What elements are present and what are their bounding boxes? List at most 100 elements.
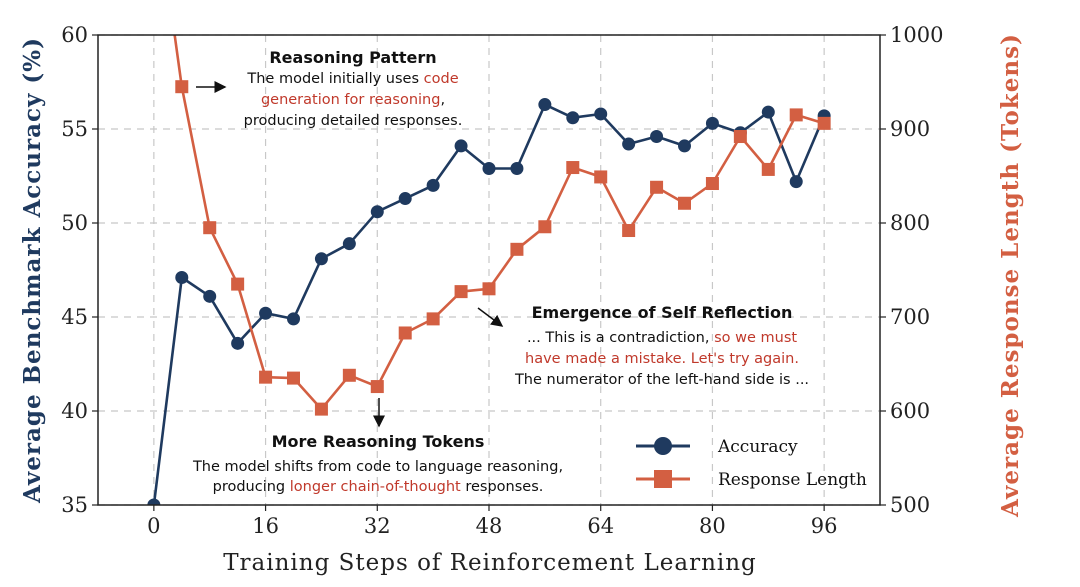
length-point	[817, 116, 831, 130]
annotation-title: Reasoning Pattern	[269, 48, 436, 67]
length-point	[510, 242, 524, 256]
annotation-text: The model initially uses	[246, 71, 423, 87]
y-left-tick-label: 35	[61, 493, 88, 517]
y-right-tick-label: 600	[890, 399, 930, 423]
annotation-text: The model shifts from code to language r…	[192, 459, 563, 475]
accuracy-point	[566, 111, 580, 125]
accuracy-point	[510, 161, 524, 175]
annotation-title: Emergence of Self Reflection	[532, 303, 793, 322]
legend-length-label: Response Length	[718, 470, 867, 490]
annotation-line: producing detailed responses.	[244, 113, 463, 129]
length-point	[733, 130, 747, 144]
accuracy-point	[482, 161, 496, 175]
length-point	[175, 80, 189, 94]
y-right-tick-label: 500	[890, 493, 930, 517]
highlighted-text: have made a mistake. Let's try again.	[525, 351, 799, 367]
annotation-text: producing	[213, 479, 290, 495]
accuracy-point	[147, 498, 161, 505]
highlighted-text: so we must	[714, 330, 797, 346]
y-right-tick-label: 700	[890, 305, 930, 329]
length-point	[482, 282, 496, 296]
annotation-line: The model initially uses code	[246, 71, 458, 87]
legend: Accuracy Response Length	[636, 437, 867, 490]
annotation-text: ... This is a contradiction,	[527, 330, 714, 346]
y-right-tick-label: 900	[890, 117, 930, 141]
annotation-line: have made a mistake. Let's try again.	[525, 351, 799, 367]
x-tick-label: 16	[252, 514, 279, 538]
length-point	[622, 224, 636, 238]
accuracy-point	[398, 192, 412, 206]
x-axis-label: Training Steps of Reinforcement Learning	[223, 550, 757, 576]
accuracy-point	[426, 178, 440, 192]
accuracy-point	[175, 271, 189, 285]
y-left-tick-label: 55	[61, 117, 88, 141]
length-point	[287, 371, 300, 385]
accuracy-point	[622, 137, 636, 151]
x-tick-label: 32	[364, 514, 391, 538]
accuracy-point	[370, 205, 384, 219]
annotation-line: producing longer chain-of-thought respon…	[213, 479, 544, 495]
annotation-text: ,	[440, 92, 445, 108]
annotation-line: ... This is a contradiction, so we must	[527, 330, 797, 346]
y-left-tick-label: 40	[61, 399, 88, 423]
annotation-line: generation for reasoning,	[261, 92, 445, 108]
annotations: Reasoning Pattern The model initially use…	[192, 48, 809, 495]
length-point	[678, 196, 691, 210]
x-tick-label: 48	[476, 514, 503, 538]
accuracy-point	[454, 139, 468, 153]
highlighted-text: code	[424, 71, 459, 87]
accuracy-point	[705, 116, 719, 130]
x-tick-label: 0	[147, 514, 160, 538]
grid-lines	[98, 34, 880, 506]
arrow-icon	[477, 307, 504, 327]
length-point	[538, 220, 552, 234]
highlighted-text: generation for reasoning	[261, 92, 441, 108]
legend-length-marker	[654, 470, 672, 488]
accuracy-point	[342, 237, 356, 251]
accuracy-point	[203, 289, 217, 303]
x-tick-label: 80	[699, 514, 726, 538]
y-axis-label-right: Average Response Length (Tokens)	[997, 33, 1024, 518]
length-point	[370, 380, 384, 394]
length-point	[789, 108, 803, 122]
y-left-tick-label: 45	[61, 305, 88, 329]
length-point	[231, 277, 245, 291]
accuracy-point	[678, 139, 691, 153]
accuracy-point	[231, 336, 245, 350]
accuracy-point	[259, 306, 273, 320]
annotation-line: The numerator of the left-hand side is .…	[514, 372, 809, 388]
annotation-text: The numerator of the left-hand side is .…	[514, 372, 809, 388]
accuracy-point	[538, 98, 552, 112]
length-point	[398, 326, 412, 340]
annotation-text: responses.	[461, 479, 544, 495]
length-point	[650, 180, 664, 194]
accuracy-point	[314, 252, 328, 266]
length-point	[566, 161, 580, 175]
axis-ticks: 0 16 32 48 64 80 96 35 40 45 50 55 60 500 600 700 800 900…	[61, 23, 943, 538]
accuracy-point	[594, 107, 608, 121]
x-tick-label: 64	[587, 514, 614, 538]
y-right-tick-label: 1000	[890, 23, 943, 47]
accuracy-point	[761, 105, 775, 119]
length-point	[705, 177, 719, 191]
length-point	[594, 170, 608, 184]
x-tick-label: 96	[811, 514, 838, 538]
annotation-title: More Reasoning Tokens	[272, 432, 485, 451]
accuracy-point	[789, 175, 803, 189]
accuracy-point	[650, 130, 664, 144]
length-point	[454, 285, 468, 299]
length-point	[761, 162, 775, 176]
y-left-tick-label: 60	[61, 23, 88, 47]
length-point	[342, 368, 356, 382]
annotation-text: producing detailed responses.	[244, 113, 463, 129]
annotation-line: The model shifts from code to language r…	[192, 459, 563, 475]
length-point	[203, 221, 217, 235]
legend-accuracy-marker	[654, 437, 672, 455]
y-right-tick-label: 800	[890, 211, 930, 235]
y-left-tick-label: 50	[61, 211, 88, 235]
highlighted-text: longer chain-of-thought	[290, 479, 461, 495]
legend-accuracy-label: Accuracy	[717, 437, 798, 457]
length-point	[314, 402, 328, 416]
accuracy-point	[287, 312, 300, 326]
